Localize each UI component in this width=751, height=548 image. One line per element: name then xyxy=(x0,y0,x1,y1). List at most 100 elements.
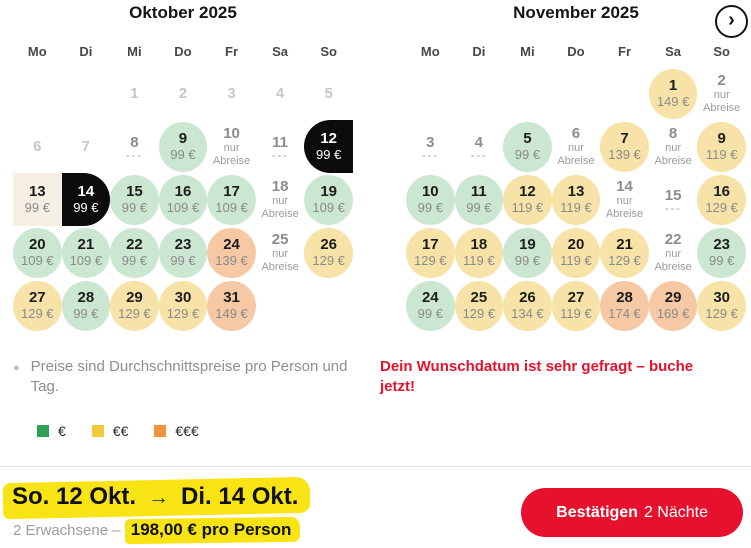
day-oktober-10[interactable]: 10 nur Abreise xyxy=(207,120,256,173)
day-price: 99 € xyxy=(24,199,50,215)
legend-swatch-icon xyxy=(37,424,49,437)
day-number: 11 xyxy=(470,183,487,201)
day-oktober-18[interactable]: 18 nur Abreise xyxy=(256,173,305,226)
day-november-20[interactable]: 20 119 € xyxy=(551,226,601,279)
day-number: 23 xyxy=(174,236,192,254)
day-november-13[interactable]: 13 119 € xyxy=(551,173,601,226)
day-number: 21 xyxy=(616,236,633,254)
day-november-25[interactable]: 25 129 € xyxy=(454,279,504,332)
day-bubble: 20 119 € xyxy=(551,227,601,278)
day-number: 1 xyxy=(130,84,139,102)
day-price: 129 € xyxy=(166,305,200,321)
day-november-5[interactable]: 5 99 € xyxy=(503,120,552,173)
day-number: 15 xyxy=(126,183,143,201)
day-oktober-12[interactable]: 12 99 € xyxy=(304,120,353,173)
day-oktober-9[interactable]: 9 99 € xyxy=(158,120,208,173)
day-number: 27 xyxy=(567,289,585,307)
day-november-22[interactable]: 22 nur Abreise xyxy=(649,226,698,279)
day-bubble: 2 xyxy=(159,85,208,102)
day-oktober-29[interactable]: 29 129 € xyxy=(110,279,159,332)
day-november-24[interactable]: 24 99 € xyxy=(406,279,455,332)
legend-swatch-icon xyxy=(154,424,167,437)
day-november-19[interactable]: 19 99 € xyxy=(503,226,552,279)
calendar-cell-empty xyxy=(455,67,504,120)
day-november-1[interactable]: 1 149 € xyxy=(648,67,698,120)
day-oktober-17[interactable]: 17 109 € xyxy=(207,173,256,226)
day-number: 14 xyxy=(77,183,95,201)
day-price: 119 € xyxy=(463,252,495,268)
day-bubble: 19 99 € xyxy=(503,227,552,278)
day-status: --- xyxy=(271,147,289,162)
day-november-26[interactable]: 26 134 € xyxy=(503,279,552,332)
day-price: 99 € xyxy=(170,146,196,162)
day-price: 99 € xyxy=(316,146,342,162)
weekday-label-mo: Mo xyxy=(420,44,440,59)
confirm-button[interactable]: Bestätigen 2 Nächte xyxy=(521,488,743,537)
next-month-button[interactable]: › xyxy=(715,5,748,38)
day-november-10[interactable]: 10 99 € xyxy=(406,173,455,226)
day-november-15: 15 --- xyxy=(649,173,698,226)
day-november-6[interactable]: 6 nur Abreise xyxy=(552,120,601,173)
day-oktober-14[interactable]: 14 99 € xyxy=(61,173,111,226)
day-number: 8 xyxy=(130,133,139,151)
day-november-27[interactable]: 27 119 € xyxy=(551,279,601,332)
legend-item: € xyxy=(37,423,66,439)
day-number: 30 xyxy=(174,289,192,307)
day-oktober-25[interactable]: 25 nur Abreise xyxy=(256,226,305,279)
day-bubble: 1 149 € xyxy=(648,68,698,119)
day-price: 99 € xyxy=(121,252,148,268)
day-oktober-16[interactable]: 16 109 € xyxy=(158,173,208,226)
day-oktober-30[interactable]: 30 129 € xyxy=(158,279,208,332)
day-number: 12 xyxy=(320,130,337,148)
day-oktober-21[interactable]: 21 109 € xyxy=(61,226,111,279)
day-november-28[interactable]: 28 174 € xyxy=(600,279,649,332)
day-bubble: 24 139 € xyxy=(207,227,256,278)
day-oktober-28[interactable]: 28 99 € xyxy=(61,279,111,332)
day-number: 24 xyxy=(223,236,240,254)
day-november-8[interactable]: 8 nur Abreise xyxy=(649,120,698,173)
day-number: 2 xyxy=(178,84,188,102)
day-bubble: 3 xyxy=(207,85,256,102)
day-oktober-13[interactable]: 13 99 € xyxy=(13,173,62,226)
day-november-14[interactable]: 14 nur Abreise xyxy=(600,173,649,226)
day-november-7[interactable]: 7 139 € xyxy=(600,120,649,173)
weekday-label-fr: Fr xyxy=(618,44,632,59)
day-status: --- xyxy=(422,147,439,162)
weekday-label-sa: Sa xyxy=(272,44,289,59)
day-oktober-31[interactable]: 31 149 € xyxy=(207,279,256,332)
day-price: 99 € xyxy=(514,146,541,162)
day-oktober-24[interactable]: 24 139 € xyxy=(207,226,256,279)
day-bubble: 28 174 € xyxy=(600,280,649,331)
calendar-november: November 2025 Mo Di Mi Do Fr Sa So 1 149 €2 nur Ab… xyxy=(406,0,746,332)
day-november-21[interactable]: 21 129 € xyxy=(600,226,649,279)
day-november-23[interactable]: 23 99 € xyxy=(697,226,746,279)
day-bubble: 10 nur Abreise xyxy=(207,125,256,168)
day-bubble: 25 129 € xyxy=(454,280,504,331)
weekday-label-di: Di xyxy=(472,44,486,59)
calendars-container: Oktober 2025 Mo Di Mi Do Fr Sa So 1 2 3 4 5 6 7 8 --- 9 99… xyxy=(13,0,746,332)
day-oktober-23[interactable]: 23 99 € xyxy=(158,226,208,279)
day-number: 5 xyxy=(523,130,532,148)
day-november-17[interactable]: 17 129 € xyxy=(406,226,455,279)
day-november-2[interactable]: 2 nur Abreise xyxy=(697,67,746,120)
day-november-11[interactable]: 11 99 € xyxy=(454,173,504,226)
day-november-18[interactable]: 18 119 € xyxy=(454,226,504,279)
day-oktober-26[interactable]: 26 129 € xyxy=(304,226,353,279)
day-price: 129 € xyxy=(118,305,151,321)
day-oktober-15[interactable]: 15 99 € xyxy=(110,173,159,226)
day-november-3: 3 --- xyxy=(406,120,455,173)
day-november-9[interactable]: 9 119 € xyxy=(697,120,746,173)
day-oktober-27[interactable]: 27 129 € xyxy=(13,279,62,332)
day-oktober-20[interactable]: 20 109 € xyxy=(13,226,62,279)
legend-swatch-icon xyxy=(91,424,104,437)
day-oktober-19[interactable]: 19 109 € xyxy=(304,173,353,226)
day-price: 109 € xyxy=(215,199,248,215)
day-bubble: 12 99 € xyxy=(304,120,353,173)
day-november-12[interactable]: 12 119 € xyxy=(503,173,552,226)
day-november-16[interactable]: 16 129 € xyxy=(697,173,746,226)
day-number: 13 xyxy=(28,183,46,201)
day-november-30[interactable]: 30 129 € xyxy=(697,279,746,332)
day-oktober-22[interactable]: 22 99 € xyxy=(110,226,159,279)
day-bubble: 31 149 € xyxy=(207,280,256,331)
day-november-29[interactable]: 29 169 € xyxy=(648,279,698,332)
